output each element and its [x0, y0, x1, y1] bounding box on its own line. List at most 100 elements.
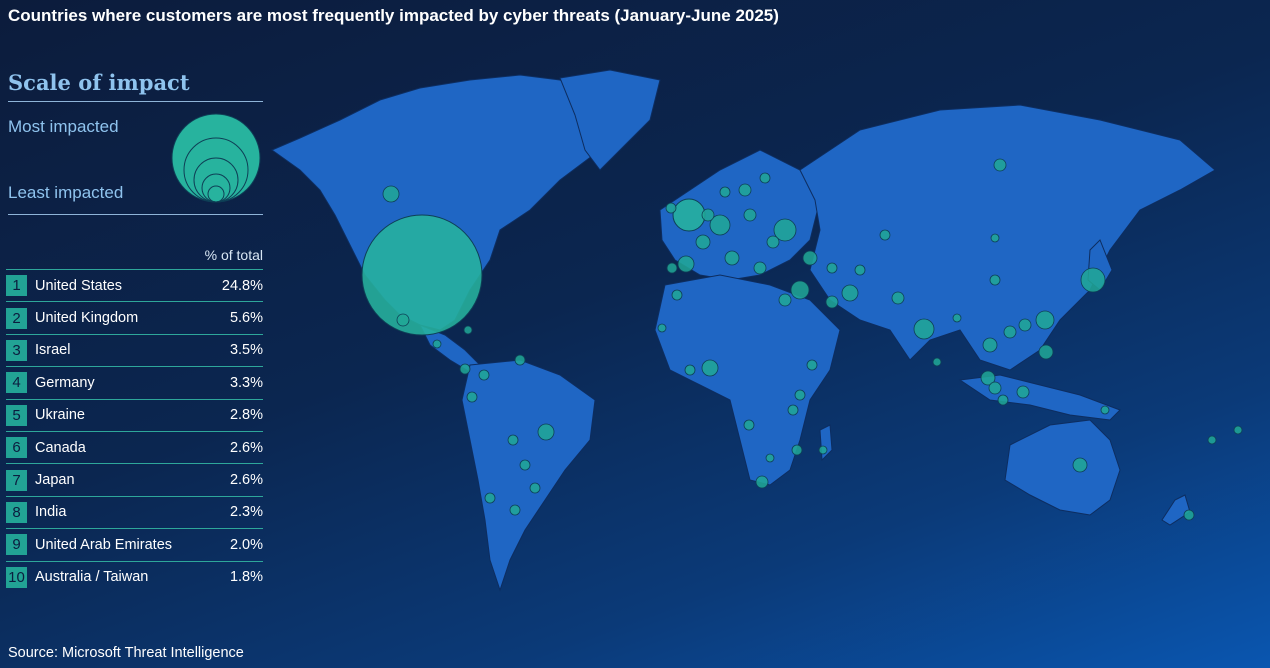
bubble-taiwan	[1035, 310, 1055, 330]
table-row: 6 Canada 2.6%	[6, 430, 263, 463]
bubble-mongolia	[990, 233, 1000, 243]
bubble-angola	[743, 419, 755, 431]
scale-bubble-smallest	[207, 185, 225, 203]
scale-most-label: Most impacted	[8, 117, 119, 136]
bubble-venezuela	[514, 354, 526, 366]
bubble-canada	[382, 185, 400, 203]
bubble-israel	[790, 280, 810, 300]
bubble-greece	[753, 261, 767, 275]
country-name: Germany	[35, 374, 95, 391]
bubble-sri-lanka	[932, 357, 942, 367]
bubble-poland	[743, 208, 757, 222]
ranking-table: 1 United States 24.8% 2 United Kingdom 5…	[6, 269, 263, 593]
table-row: 4 Germany 3.3%	[6, 366, 263, 398]
madagascar-landmass	[819, 424, 833, 462]
percent-value: 24.8%	[221, 277, 263, 294]
bubble-ukraine	[773, 218, 797, 242]
bubble-united-states	[361, 214, 483, 336]
bubble-colombia	[478, 369, 490, 381]
percent-value: 5.6%	[229, 310, 263, 327]
bubble-hong-kong	[1003, 325, 1017, 339]
table-row: 5 Ukraine 2.8%	[6, 398, 263, 431]
country-name: United Arab Emirates	[35, 536, 173, 553]
south-america-landmass	[461, 359, 596, 592]
africa-landmass	[654, 274, 841, 486]
legend-heading: Scale of impact	[8, 70, 263, 102]
rank-number: 3	[6, 339, 27, 361]
bubble-romania	[766, 235, 780, 249]
table-row: 8 India 2.3%	[6, 495, 263, 528]
percent-column-header: % of total	[204, 247, 263, 263]
bubble-mexico	[396, 313, 410, 327]
bubble-tanzania	[787, 404, 799, 416]
country-name: Japan	[35, 472, 75, 489]
bubble-argentina	[509, 504, 521, 516]
bubble-russia	[993, 158, 1007, 172]
percent-value: 2.0%	[229, 536, 263, 553]
bubble-italy	[724, 250, 740, 266]
bubble-samoa	[1233, 425, 1243, 435]
impact-bubbles	[361, 158, 1243, 521]
percent-value: 2.6%	[229, 472, 263, 489]
rank-number: 1	[6, 275, 27, 297]
bubble-norway	[719, 186, 731, 198]
bubble-paraguay	[519, 459, 531, 471]
bubble-united-kingdom	[672, 198, 706, 232]
bubble-indonesia	[1016, 385, 1030, 399]
bubble-turkey	[802, 250, 818, 266]
bubble-guatemala	[432, 339, 442, 349]
country-name: Canada	[35, 439, 86, 456]
scale-least-label: Least impacted	[8, 183, 124, 202]
bubble-new-zealand	[1183, 509, 1195, 521]
bubble-kenya	[794, 389, 806, 401]
bubble-bangladesh	[952, 313, 962, 323]
source-note: Source: Microsoft Threat Intelligence	[8, 645, 244, 661]
bubble-chile	[484, 492, 496, 504]
rank-number: 6	[6, 437, 27, 459]
percent-value: 3.3%	[229, 374, 263, 391]
rank-number: 4	[6, 372, 27, 394]
bubble-pakistan	[891, 291, 905, 305]
percent-value: 2.6%	[229, 439, 263, 456]
bubble-fiji	[1207, 435, 1217, 445]
rank-number: 2	[6, 307, 27, 329]
percent-value: 2.3%	[229, 504, 263, 521]
percent-value: 3.5%	[229, 342, 263, 359]
bubble-vietnam	[982, 337, 998, 353]
bubble-nigeria	[701, 359, 719, 377]
bubble-papua	[1100, 405, 1110, 415]
bubble-malaysia	[988, 381, 1002, 395]
bubble-madagascar	[818, 445, 828, 455]
bubble-france	[695, 234, 711, 250]
bubble-saudi-arabia	[825, 295, 839, 309]
new-zealand-landmass	[1161, 494, 1191, 526]
rank-number: 10	[6, 566, 27, 588]
country-name: Ukraine	[35, 407, 85, 424]
rank-number: 8	[6, 501, 27, 523]
table-row: 9 United Arab Emirates 2.0%	[6, 528, 263, 560]
scale-divider	[8, 214, 263, 215]
bubble-peru	[466, 391, 478, 403]
scale-bubbles-graphic	[171, 113, 261, 203]
rank-number: 5	[6, 404, 27, 426]
bubble-kazakhstan	[879, 229, 891, 241]
bubble-china	[989, 274, 1001, 286]
bubble-uruguay	[529, 482, 541, 494]
bubble-sweden	[738, 183, 752, 197]
country-name: India	[35, 504, 67, 521]
bubble-spain	[677, 255, 695, 273]
table-row: 10 Australia / Taiwan 1.8%	[6, 560, 263, 593]
country-name: United Kingdom	[35, 310, 139, 327]
table-row: 2 United Kingdom 5.6%	[6, 301, 263, 333]
bubble-germany	[709, 214, 731, 236]
bubble-japan	[1080, 267, 1106, 293]
bubble-cuba	[463, 325, 473, 335]
bubble-finland	[759, 172, 771, 184]
country-name: United States	[35, 277, 123, 294]
greenland-landmass	[559, 69, 661, 171]
bubble-portugal	[666, 262, 678, 274]
percent-value: 2.8%	[229, 407, 263, 424]
country-name: Australia / Taiwan	[35, 569, 149, 586]
bubble-brazil	[537, 423, 555, 441]
